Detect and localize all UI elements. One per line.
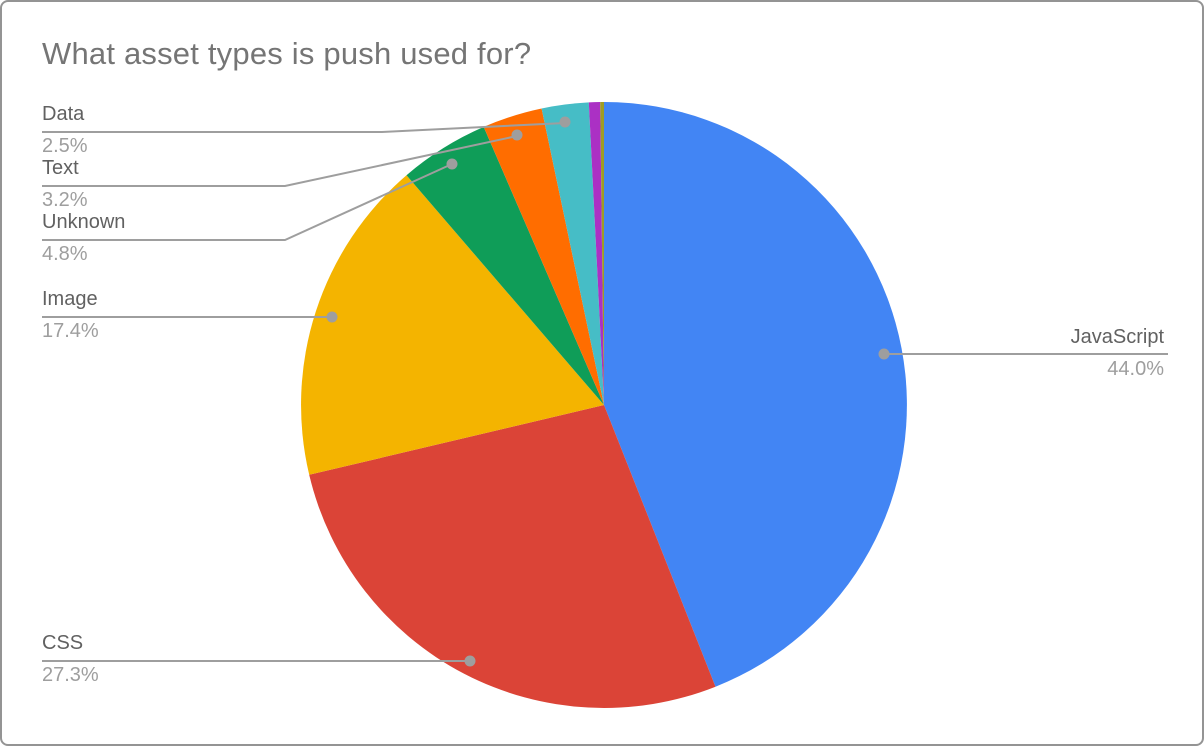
leader-dots (326, 116, 890, 667)
callout-unknown: Unknown 4.8% (42, 209, 125, 267)
slice-label-text: Text (42, 157, 79, 179)
pie-slice-css (309, 405, 716, 708)
slice-label-unknown: Unknown (42, 211, 126, 233)
callout-javascript: JavaScript 44.0% (1071, 324, 1164, 382)
pie-slice-text (483, 108, 604, 405)
slice-percent-javascript: 44.0% (1107, 358, 1164, 380)
callout-image: Image 17.4% (42, 286, 99, 344)
slice-label-image: Image (42, 288, 98, 310)
slice-percent-text: 3.2% (42, 189, 88, 211)
callout-css: CSS 27.3% (42, 630, 99, 688)
leader-line-unknown (42, 163, 453, 241)
leader-line-data (42, 122, 566, 133)
chart-title: What asset types is push used for? (42, 36, 532, 71)
leader-line-text (42, 135, 518, 187)
pie-slice-unlabeled-6 (588, 102, 604, 405)
pie-slices (301, 101, 907, 708)
leader-dot-javascript (878, 348, 890, 360)
pie-slice-unlabeled-7 (600, 101, 604, 405)
leader-dot-text (511, 129, 523, 141)
slice-percent-unknown: 4.8% (42, 243, 88, 265)
leader-lines (42, 122, 1168, 662)
callout-data: Data 2.5% (42, 101, 88, 159)
leader-dot-css (464, 655, 476, 667)
slice-label-css: CSS (42, 632, 84, 654)
slice-percent-image: 17.4% (42, 320, 99, 342)
slice-percent-data: 2.5% (42, 135, 88, 157)
slice-percent-css: 27.3% (42, 664, 99, 686)
slice-label-javascript: JavaScript (1070, 326, 1164, 348)
leader-dot-data (559, 116, 571, 128)
pie-slice-image (301, 175, 604, 475)
pie-slice-unknown (406, 126, 604, 406)
pie-slice-javascript (604, 102, 907, 687)
leader-dot-unknown (446, 158, 458, 170)
callout-text: Text 3.2% (42, 155, 88, 213)
leader-dot-image (326, 311, 338, 323)
pie-slice-data (541, 102, 604, 406)
slice-label-data: Data (42, 103, 85, 125)
